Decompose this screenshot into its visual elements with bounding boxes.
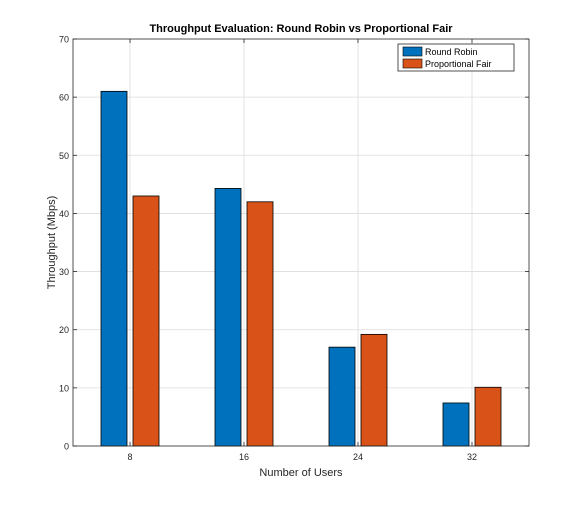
x-tick-label: 16 <box>239 452 249 462</box>
y-tick-label: 30 <box>59 267 69 277</box>
bar-proportional-fair <box>360 333 388 447</box>
bar-round-robin <box>442 402 470 447</box>
y-tick-label: 0 <box>64 442 69 452</box>
legend: Round Robin Proportional Fair <box>397 43 515 72</box>
bar-proportional-fair <box>474 386 502 447</box>
x-tick-label: 8 <box>127 452 132 462</box>
bar-round-robin <box>100 90 128 447</box>
plot-area-border <box>72 38 530 447</box>
bar-proportional-fair <box>132 195 160 447</box>
axis-ticks: 0 10 20 30 40 50 60 70 8 16 24 32 <box>59 35 529 462</box>
bar-proportional-fair <box>246 201 274 447</box>
y-tick-label: 60 <box>59 93 69 103</box>
legend-swatch-round-robin <box>402 46 423 57</box>
x-tick-label: 24 <box>353 452 363 462</box>
legend-label-round-robin: Round Robin <box>425 47 478 57</box>
y-tick-label: 50 <box>59 151 69 161</box>
bar-round-robin <box>328 346 356 447</box>
grid-lines <box>73 39 529 446</box>
legend-label-proportional-fair: Proportional Fair <box>425 59 492 69</box>
y-axis-label: Throughput (Mbps) <box>46 196 58 290</box>
y-tick-label: 70 <box>59 35 69 45</box>
y-tick-label: 20 <box>59 325 69 335</box>
y-tick-label: 10 <box>59 383 69 393</box>
y-tick-label: 40 <box>59 209 69 219</box>
chart-title: Throughput Evaluation: Round Robin vs Pr… <box>149 23 453 35</box>
x-axis-label: Number of Users <box>259 467 343 479</box>
x-tick-label: 32 <box>467 452 477 462</box>
bars <box>100 90 502 447</box>
bar-round-robin <box>214 188 242 447</box>
legend-swatch-proportional-fair <box>402 58 423 69</box>
